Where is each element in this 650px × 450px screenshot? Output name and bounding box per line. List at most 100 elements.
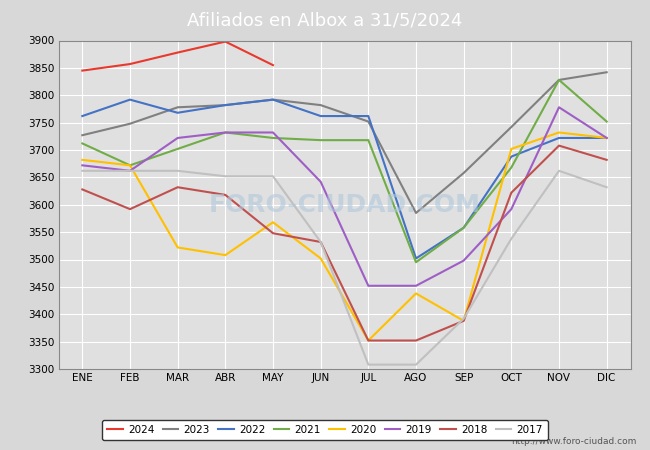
2021 bbox=[555, 77, 563, 83]
2023 bbox=[412, 210, 420, 216]
2018 bbox=[174, 184, 181, 190]
2021 bbox=[174, 146, 181, 152]
2020 bbox=[222, 252, 229, 258]
2022 bbox=[126, 97, 134, 102]
2019 bbox=[412, 283, 420, 288]
2020 bbox=[508, 146, 515, 152]
2023 bbox=[174, 104, 181, 110]
2021 bbox=[603, 119, 610, 124]
2019 bbox=[317, 179, 324, 184]
2019 bbox=[174, 135, 181, 141]
Line: 2017: 2017 bbox=[83, 171, 606, 364]
2020 bbox=[269, 220, 277, 225]
2022 bbox=[508, 154, 515, 159]
2020 bbox=[460, 318, 467, 324]
2020 bbox=[603, 135, 610, 141]
2020 bbox=[126, 162, 134, 168]
2017 bbox=[508, 236, 515, 241]
2020 bbox=[79, 157, 86, 162]
2021 bbox=[126, 162, 134, 168]
2022 bbox=[222, 103, 229, 108]
Legend: 2024, 2023, 2022, 2021, 2020, 2019, 2018, 2017: 2024, 2023, 2022, 2021, 2020, 2019, 2018… bbox=[102, 420, 548, 440]
Line: 2022: 2022 bbox=[83, 99, 606, 258]
2024 bbox=[174, 50, 181, 55]
2024 bbox=[269, 63, 277, 68]
2020 bbox=[317, 256, 324, 261]
Line: 2018: 2018 bbox=[83, 146, 606, 341]
2022 bbox=[555, 135, 563, 141]
2018 bbox=[555, 143, 563, 148]
2018 bbox=[126, 207, 134, 212]
2018 bbox=[460, 318, 467, 324]
2021 bbox=[508, 165, 515, 170]
Line: 2021: 2021 bbox=[83, 80, 606, 262]
2019 bbox=[603, 135, 610, 141]
2023 bbox=[126, 121, 134, 126]
2023 bbox=[79, 132, 86, 138]
2019 bbox=[460, 258, 467, 263]
2017 bbox=[269, 174, 277, 179]
2019 bbox=[555, 104, 563, 110]
Text: http://www.foro-ciudad.com: http://www.foro-ciudad.com bbox=[512, 436, 637, 446]
2022 bbox=[603, 135, 610, 141]
2018 bbox=[269, 230, 277, 236]
2021 bbox=[365, 137, 372, 143]
2024 bbox=[126, 61, 134, 67]
Line: 2023: 2023 bbox=[83, 72, 606, 213]
2020 bbox=[174, 245, 181, 250]
2019 bbox=[508, 207, 515, 212]
2023 bbox=[269, 97, 277, 102]
2021 bbox=[269, 135, 277, 141]
2017 bbox=[126, 168, 134, 174]
2017 bbox=[79, 168, 86, 174]
2021 bbox=[412, 260, 420, 265]
Text: FORO-CIUDAD.COM: FORO-CIUDAD.COM bbox=[209, 193, 480, 217]
2021 bbox=[460, 225, 467, 230]
2021 bbox=[317, 137, 324, 143]
2017 bbox=[603, 184, 610, 190]
2018 bbox=[603, 157, 610, 162]
2023 bbox=[365, 119, 372, 124]
2020 bbox=[412, 291, 420, 296]
2017 bbox=[174, 168, 181, 174]
2022 bbox=[269, 97, 277, 102]
2020 bbox=[365, 338, 372, 343]
2023 bbox=[555, 77, 563, 83]
2018 bbox=[317, 239, 324, 245]
Line: 2024: 2024 bbox=[83, 41, 273, 71]
2023 bbox=[460, 170, 467, 176]
2023 bbox=[317, 103, 324, 108]
2020 bbox=[555, 130, 563, 135]
2024 bbox=[79, 68, 86, 73]
2024 bbox=[222, 39, 229, 44]
2017 bbox=[555, 168, 563, 174]
2018 bbox=[365, 338, 372, 343]
2017 bbox=[412, 362, 420, 367]
2023 bbox=[508, 124, 515, 130]
2019 bbox=[79, 162, 86, 168]
2019 bbox=[269, 130, 277, 135]
2022 bbox=[365, 113, 372, 119]
2022 bbox=[317, 113, 324, 119]
2022 bbox=[412, 256, 420, 261]
2018 bbox=[79, 187, 86, 192]
2022 bbox=[460, 225, 467, 230]
2023 bbox=[222, 103, 229, 108]
2017 bbox=[365, 362, 372, 367]
2019 bbox=[222, 130, 229, 135]
2021 bbox=[222, 130, 229, 135]
2018 bbox=[222, 192, 229, 198]
2017 bbox=[222, 174, 229, 179]
2018 bbox=[412, 338, 420, 343]
2019 bbox=[126, 168, 134, 174]
2017 bbox=[460, 316, 467, 321]
2017 bbox=[317, 239, 324, 245]
Text: Afiliados en Albox a 31/5/2024: Afiliados en Albox a 31/5/2024 bbox=[187, 11, 463, 29]
Line: 2020: 2020 bbox=[83, 132, 606, 341]
2019 bbox=[365, 283, 372, 288]
2022 bbox=[79, 113, 86, 119]
2022 bbox=[174, 110, 181, 116]
Line: 2019: 2019 bbox=[83, 107, 606, 286]
2023 bbox=[603, 70, 610, 75]
2021 bbox=[79, 141, 86, 146]
